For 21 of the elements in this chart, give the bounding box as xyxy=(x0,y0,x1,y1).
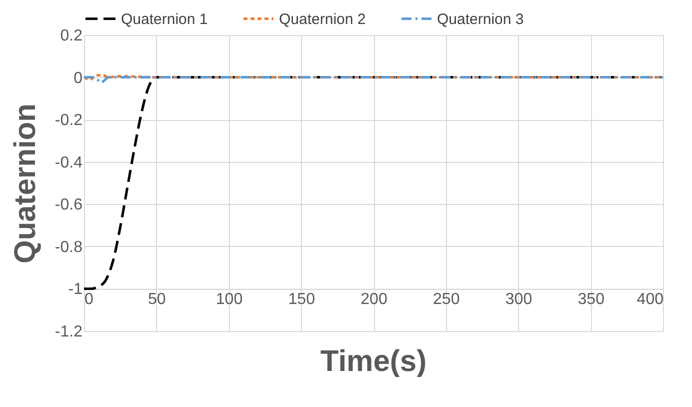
y-tick-label: -0.8 xyxy=(54,238,83,256)
x-tick-label: 100 xyxy=(216,291,243,308)
y-tick-label: -0.2 xyxy=(54,112,83,130)
x-tick-label: 200 xyxy=(360,291,388,308)
y-tick-label: 0 xyxy=(74,70,83,87)
legend-label: Quaternion 1 xyxy=(121,10,208,28)
y-axis-title: Quaternion xyxy=(8,103,42,264)
y-tick-label: -1.2 xyxy=(54,324,83,340)
y-tick-label: -0.4 xyxy=(54,154,83,172)
x-tick-label: 400 xyxy=(636,291,664,308)
x-tick-label: 250 xyxy=(433,291,460,308)
y-tick-label: -0.6 xyxy=(54,196,83,214)
x-tick-label: 300 xyxy=(505,291,532,308)
x-tick-label: 150 xyxy=(288,291,316,308)
x-axis-title: Time(s) xyxy=(320,345,427,378)
x-tick-label: 350 xyxy=(578,291,605,308)
y-tick-label: -1 xyxy=(68,281,83,298)
y-tick-label: 0.2 xyxy=(60,28,83,44)
x-tick-label: 50 xyxy=(148,291,166,308)
legend-label: Quaternion 3 xyxy=(437,10,524,28)
legend-label: Quaternion 2 xyxy=(279,10,366,28)
